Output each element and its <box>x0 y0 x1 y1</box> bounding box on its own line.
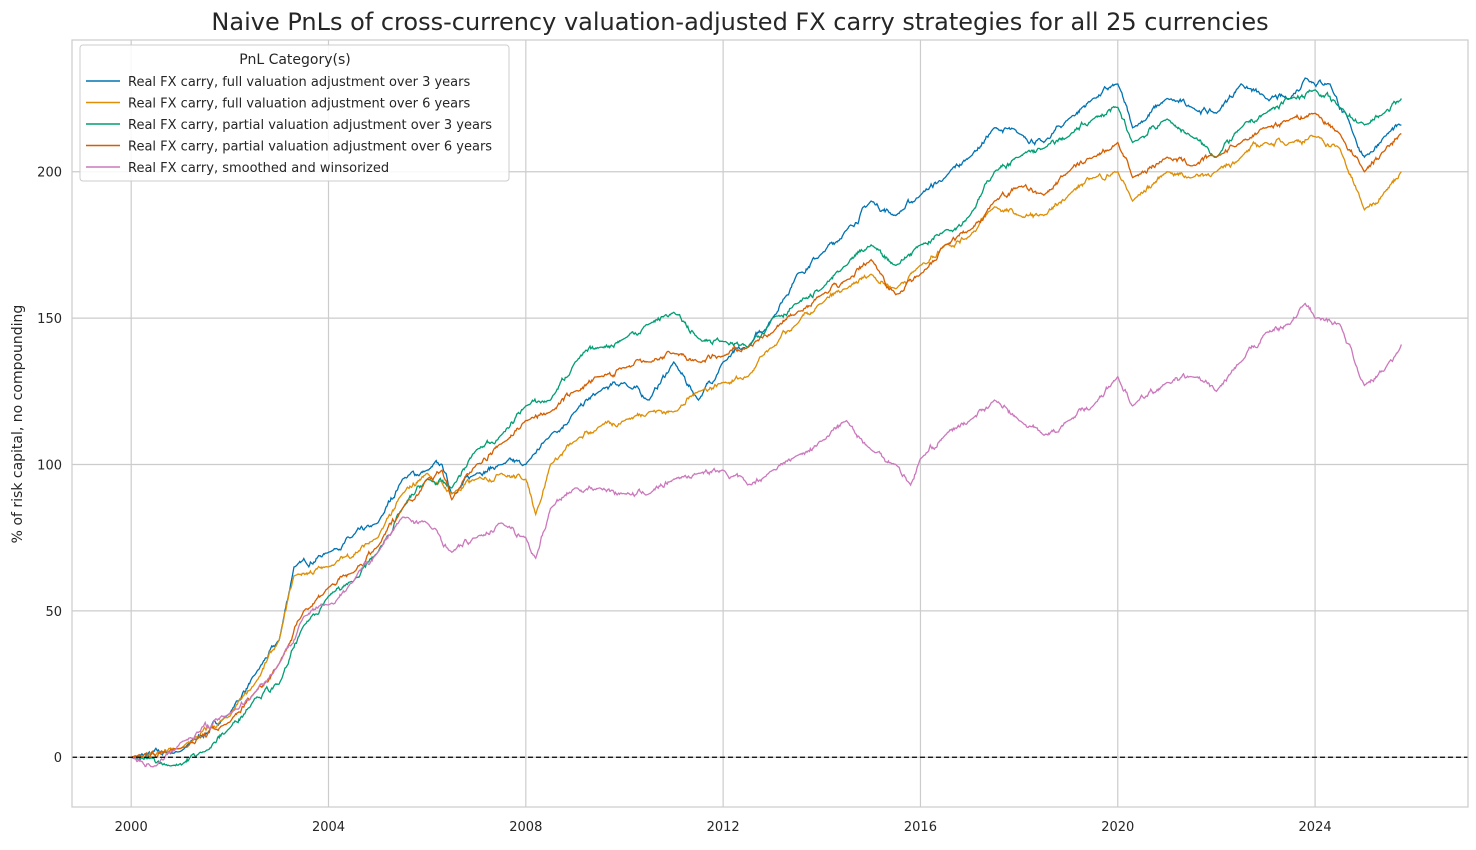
y-tick-label: 100 <box>37 458 62 473</box>
series-line-2 <box>131 134 1402 760</box>
x-tick-label: 2016 <box>904 820 937 835</box>
chart-title: Naive PnLs of cross-currency valuation-a… <box>211 8 1268 36</box>
legend-entry: Real FX carry, smoothed and winsorized <box>128 161 389 176</box>
y-tick-label: 0 <box>54 751 62 766</box>
series-line-3 <box>130 89 1402 767</box>
x-tick-label: 2012 <box>707 820 740 835</box>
series-line-5 <box>130 302 1403 768</box>
series-line-4 <box>131 112 1402 759</box>
y-tick-label: 50 <box>45 605 62 620</box>
legend-entry: Real FX carry, full valuation adjustment… <box>128 97 470 112</box>
x-tick-label: 2000 <box>115 820 148 835</box>
y-axis-label: % of risk capital, no compounding <box>10 305 26 544</box>
y-tick-label: 150 <box>37 312 62 327</box>
legend: PnL Category(s) Real FX carry, full valu… <box>79 44 510 182</box>
legend-entry: Real FX carry, full valuation adjustment… <box>128 75 470 90</box>
x-tick-label: 2008 <box>509 820 542 835</box>
x-tick-label: 2004 <box>312 820 345 835</box>
x-tick-label: 2020 <box>1101 820 1134 835</box>
legend-box <box>79 44 510 182</box>
series-lines <box>130 77 1403 768</box>
axis-ticks: 2000 2004 2008 2012 2016 2020 2024 0 50 100 150 200 <box>37 166 1331 835</box>
legend-entry: Real FX carry, partial valuation adjustm… <box>128 140 492 155</box>
y-tick-label: 200 <box>37 166 62 181</box>
plot-frame <box>71 39 1469 808</box>
legend-title: PnL Category(s) <box>239 52 351 68</box>
x-tick-label: 2024 <box>1299 820 1332 835</box>
legend-entry: Real FX carry, partial valuation adjustm… <box>128 118 492 133</box>
